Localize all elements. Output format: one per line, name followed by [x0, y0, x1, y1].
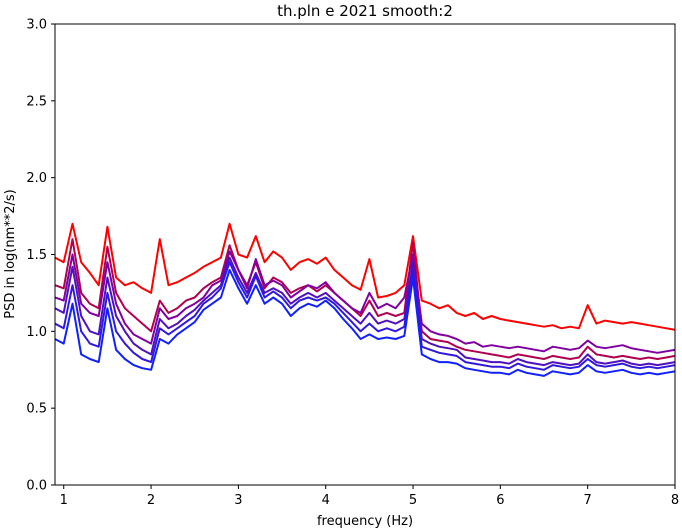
- y-tick-label: 3.0: [26, 18, 47, 33]
- series-line-6: [55, 268, 675, 377]
- x-axis-label: frequency (Hz): [317, 514, 413, 529]
- y-tick-label: 0.0: [26, 479, 47, 494]
- y-tick-label: 1.0: [26, 325, 47, 340]
- x-tick-label: 3: [234, 493, 242, 508]
- series-line-2: [55, 238, 675, 360]
- x-axis: 1 2 3 4 5 6 7 8: [60, 485, 679, 508]
- x-tick-label: 5: [409, 493, 417, 508]
- chart-title: th.pln e 2021 smooth:2: [277, 2, 453, 20]
- y-tick-label: 2.5: [26, 94, 47, 109]
- y-tick-label: 1.5: [26, 248, 47, 263]
- x-tick-label: 8: [671, 493, 679, 508]
- x-tick-label: 4: [322, 493, 330, 508]
- series-line-5: [55, 261, 675, 371]
- y-tick-label: 0.5: [26, 402, 47, 417]
- series-line-3: [55, 250, 675, 354]
- series-line-4: [55, 256, 675, 367]
- series-line-1: [55, 222, 675, 331]
- x-tick-label: 6: [496, 493, 504, 508]
- y-axis: 0.0 0.5 1.0 1.5 2.0 2.5 3.0: [26, 18, 55, 494]
- x-tick-label: 1: [60, 493, 68, 508]
- y-axis-label: PSD in log(nm**2/s): [3, 189, 18, 319]
- x-tick-label: 7: [584, 493, 592, 508]
- x-tick-label: 2: [147, 493, 155, 508]
- series-layer: [55, 222, 675, 377]
- y-tick-label: 2.0: [26, 171, 47, 186]
